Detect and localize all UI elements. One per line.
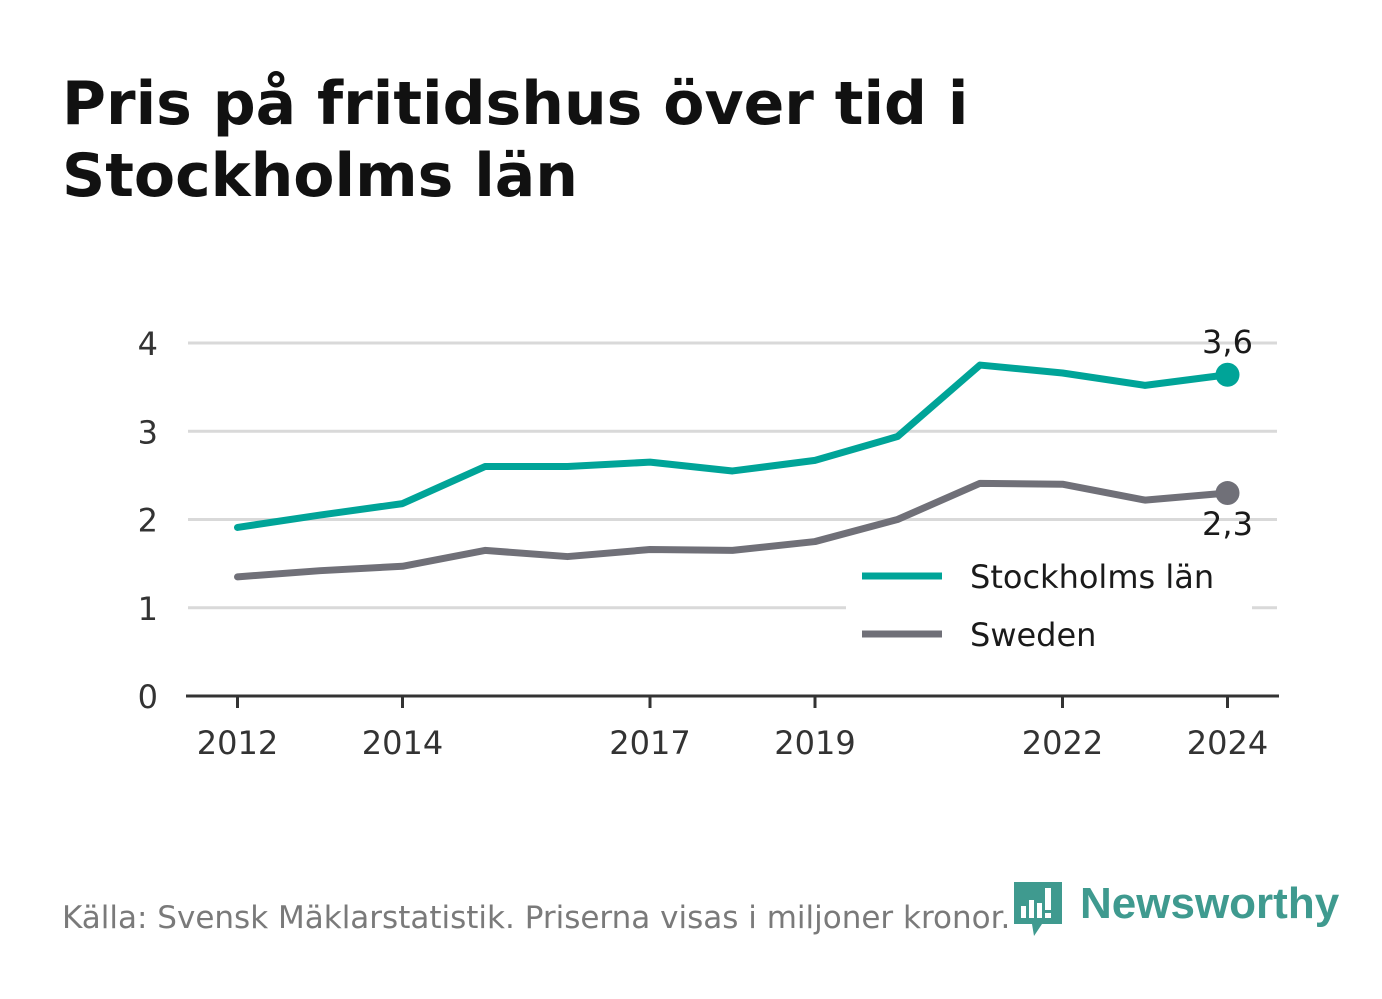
y-tick-label: 2 xyxy=(138,502,158,540)
x-tick-label: 2019 xyxy=(774,724,855,762)
end-point-marker xyxy=(1215,362,1240,387)
series-line-stockholms-l-n xyxy=(234,361,1231,531)
end-value-label: 3,6 xyxy=(1202,323,1253,361)
legend-label: Sweden xyxy=(970,616,1096,654)
source-note: Källa: Svensk Mäklarstatistik. Priserna … xyxy=(62,900,1011,936)
x-tick-label: 2014 xyxy=(362,724,443,762)
brand-name: Newsworthy xyxy=(1080,879,1340,928)
line-chart: 0 1 2 3 4 2012 2014 2017 2019 2022 2024 3,6 2,3 St… xyxy=(138,323,1279,762)
x-axis: 2012 2014 2017 2019 2022 2024 xyxy=(186,694,1279,762)
legend: Stockholms län Sweden xyxy=(846,548,1252,666)
y-tick-label: 1 xyxy=(138,590,158,628)
legend-background xyxy=(846,548,1252,666)
y-tick-label: 0 xyxy=(138,678,158,716)
series-lines: 3,6 2,3 xyxy=(234,323,1253,581)
x-tick-label: 2017 xyxy=(609,724,690,762)
end-point-marker xyxy=(1215,481,1240,506)
legend-label: Stockholms län xyxy=(970,558,1214,596)
x-tick-label: 2024 xyxy=(1187,724,1268,762)
chart-title: Pris på fritidshus över tid i Stockholms… xyxy=(62,69,969,211)
end-value-label: 2,3 xyxy=(1202,505,1253,543)
series-line-sweden xyxy=(234,479,1231,581)
x-tick-label: 2012 xyxy=(197,724,278,762)
y-tick-label: 3 xyxy=(138,413,158,451)
y-tick-label: 4 xyxy=(138,325,158,363)
x-tick-label: 2022 xyxy=(1022,724,1103,762)
bar-chart-speech-bubble-icon xyxy=(1014,882,1062,936)
y-axis: 0 1 2 3 4 xyxy=(138,325,158,716)
